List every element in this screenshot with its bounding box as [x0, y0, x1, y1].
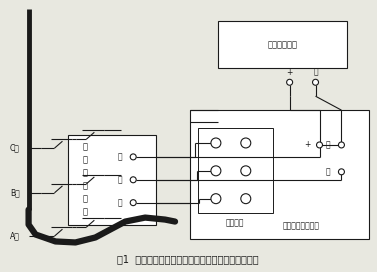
Text: 合: 合: [118, 152, 123, 161]
Text: 控: 控: [83, 181, 88, 190]
Circle shape: [211, 194, 221, 204]
Circle shape: [241, 166, 251, 176]
Text: 制: 制: [83, 194, 88, 203]
Bar: [69, 135, 156, 225]
Circle shape: [317, 142, 322, 148]
Bar: [218, 21, 348, 68]
Text: 可调直流电源: 可调直流电源: [268, 40, 298, 49]
Text: 断: 断: [83, 143, 88, 152]
Text: A相: A相: [10, 232, 20, 241]
Bar: [198, 128, 273, 213]
Text: 分: 分: [118, 175, 123, 184]
Text: 断路器特性测试仪: 断路器特性测试仪: [283, 221, 320, 230]
Text: 路: 路: [83, 155, 88, 164]
Circle shape: [339, 169, 345, 175]
Circle shape: [211, 166, 221, 176]
Circle shape: [339, 142, 345, 148]
Text: B相: B相: [10, 188, 20, 197]
Text: C相: C相: [10, 144, 20, 153]
Circle shape: [241, 138, 251, 148]
Circle shape: [287, 79, 293, 85]
Circle shape: [241, 194, 251, 204]
Text: +: +: [304, 140, 311, 149]
Circle shape: [211, 138, 221, 148]
Text: 图1  合分闸时间、同期性及合闸弹跳时间试验接线图: 图1 合分闸时间、同期性及合闸弹跳时间试验接线图: [117, 254, 259, 264]
Text: 合: 合: [325, 140, 330, 149]
Bar: [190, 110, 369, 239]
Circle shape: [130, 200, 136, 206]
Circle shape: [130, 154, 136, 160]
Text: －: －: [118, 198, 123, 207]
Circle shape: [313, 79, 319, 85]
Text: 时间通道: 时间通道: [226, 218, 245, 227]
Circle shape: [130, 177, 136, 183]
Text: +: +: [287, 68, 293, 77]
Text: 器: 器: [83, 168, 88, 177]
Text: －: －: [313, 68, 318, 77]
Text: 分: 分: [325, 167, 330, 176]
Text: 箱: 箱: [83, 207, 88, 216]
